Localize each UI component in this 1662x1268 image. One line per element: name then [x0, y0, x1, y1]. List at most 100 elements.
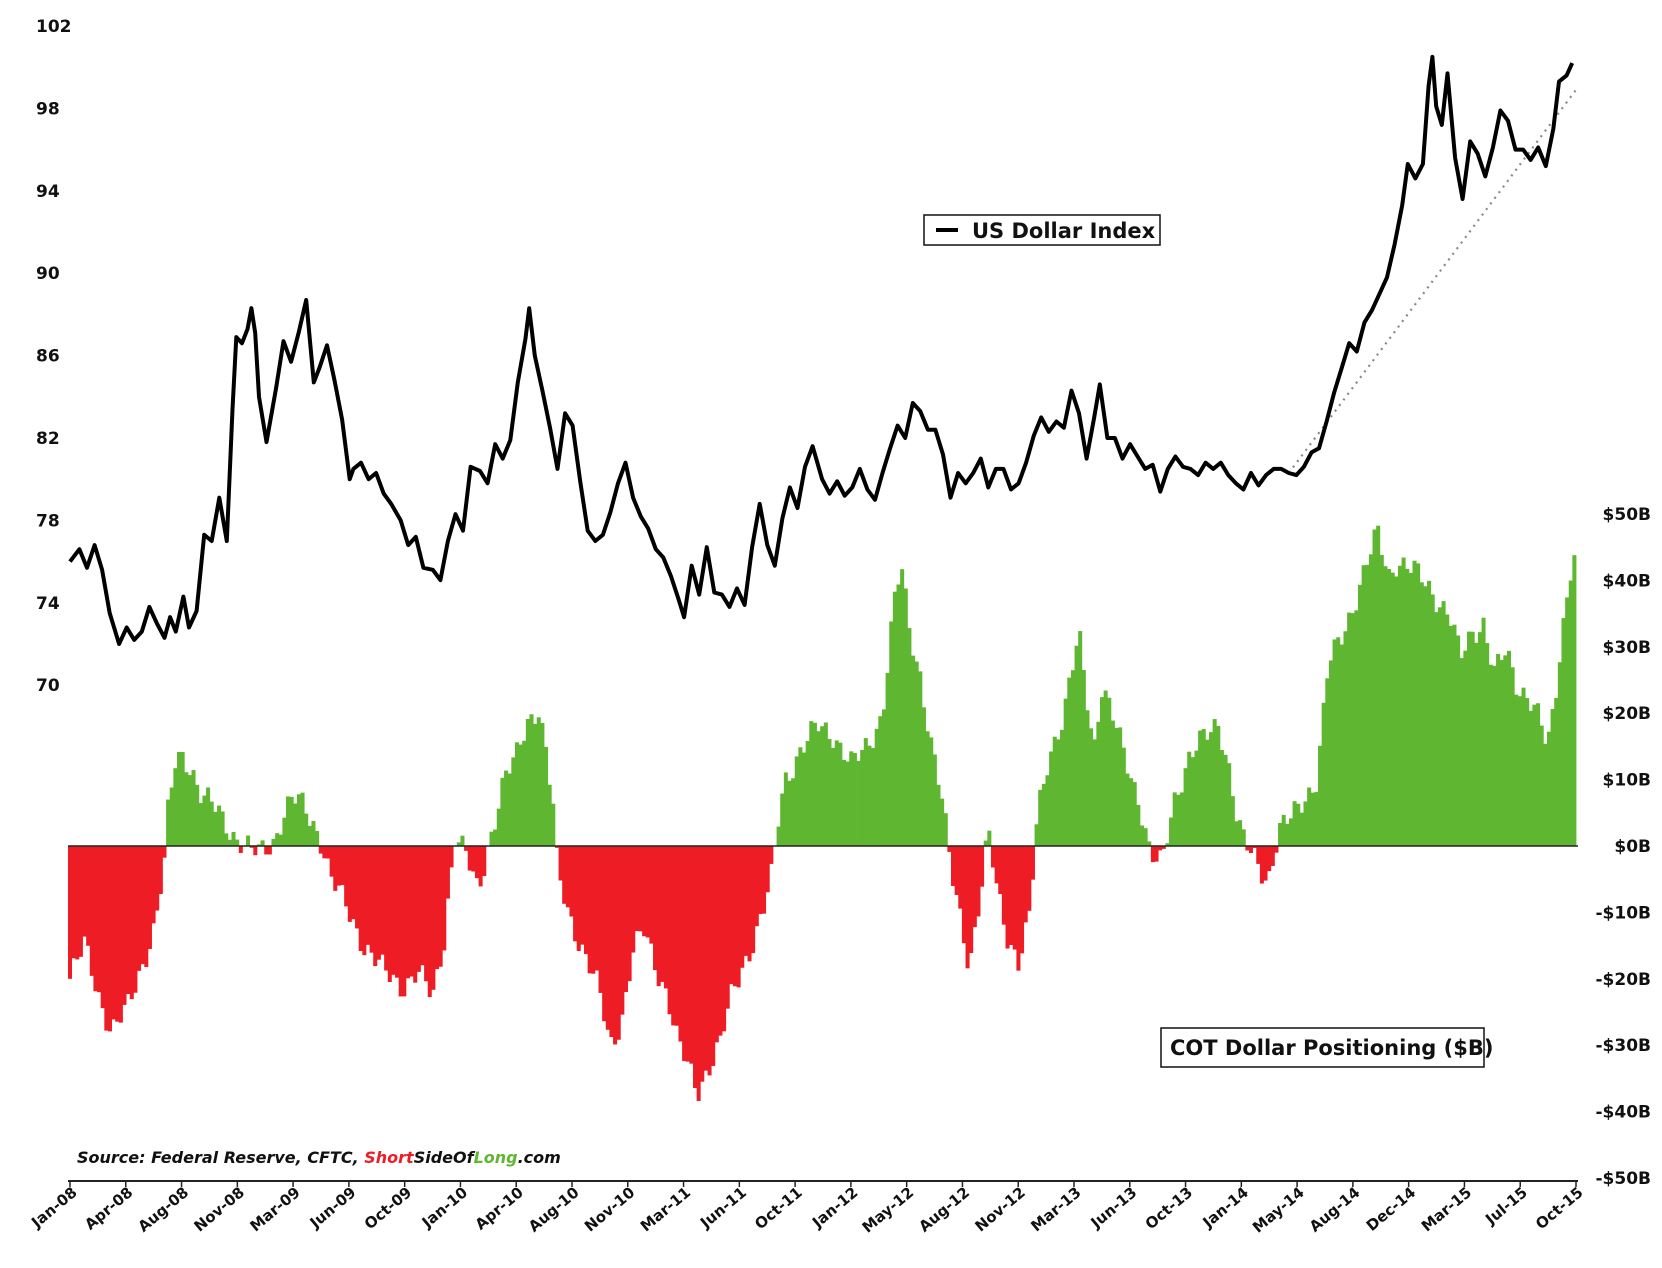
- cot-bar: [1241, 829, 1246, 846]
- cot-bar: [1496, 654, 1501, 846]
- cot-bar: [1539, 725, 1544, 846]
- cot-bar: [1328, 660, 1333, 846]
- cot-bar: [1118, 727, 1123, 846]
- x-tick-label: Mar-13: [1027, 1183, 1084, 1235]
- x-tick-label: Apr-10: [472, 1183, 527, 1233]
- cot-bar: [195, 784, 200, 846]
- source-note: Source: Federal Reserve, CFTC, ShortSide…: [77, 1148, 561, 1167]
- cot-bar: [1554, 697, 1559, 846]
- cot-bar: [1172, 792, 1177, 846]
- cot-bar: [540, 722, 545, 846]
- cot-bar: [474, 846, 479, 879]
- cot-bar: [1546, 731, 1551, 846]
- x-tick-label: Oct-15: [1532, 1183, 1586, 1233]
- cot-bar: [478, 846, 483, 887]
- cot-bar: [620, 846, 625, 1015]
- cot-bar: [751, 846, 756, 954]
- cot-bar: [634, 846, 639, 932]
- left-axis-ticks: 102 98 94 90 86 82 78 74 70: [36, 17, 72, 696]
- cot-bar: [126, 846, 131, 994]
- cot-bar: [213, 811, 218, 846]
- x-tick-label: Jun-09: [306, 1183, 360, 1232]
- x-tick-label: Dec-14: [1363, 1183, 1419, 1234]
- cot-bar: [1209, 732, 1214, 846]
- cot-bar: [1281, 814, 1286, 846]
- cot-bar: [362, 846, 367, 956]
- cot-bar: [347, 846, 352, 922]
- cot-bar: [609, 846, 614, 1038]
- cot-bar: [151, 846, 156, 924]
- cot-bar: [1248, 846, 1253, 854]
- cot-bar: [569, 846, 574, 917]
- cot-bar: [329, 846, 334, 877]
- cot-bar: [711, 846, 716, 1066]
- cot-bar: [536, 717, 541, 846]
- cot-bar: [794, 756, 799, 846]
- cot-bar: [1027, 846, 1032, 911]
- x-tick-label: May-14: [1249, 1183, 1308, 1236]
- cot-bar: [355, 846, 360, 929]
- cot-bar: [1561, 618, 1566, 846]
- cot-bar: [89, 846, 94, 976]
- cot-bar: [689, 846, 694, 1064]
- cot-bar: [1009, 846, 1014, 945]
- cot-bar: [1099, 697, 1105, 846]
- cot-bar: [1536, 703, 1541, 846]
- cot-bar: [1397, 565, 1402, 846]
- cot-bar: [1096, 721, 1101, 846]
- cot-bar: [1347, 612, 1352, 846]
- cot-bar: [1452, 624, 1457, 846]
- cot-bar: [1288, 818, 1293, 846]
- cot-bar: [758, 846, 763, 914]
- cot-bar: [1325, 678, 1330, 846]
- cot-bar: [769, 846, 774, 864]
- x-tick-label: Jan-10: [418, 1183, 471, 1232]
- cot-bar: [198, 803, 203, 846]
- cot-bar: [1136, 804, 1141, 846]
- cot-bar: [1139, 825, 1144, 846]
- cot-bar: [1481, 617, 1486, 846]
- cot-bar: [1121, 747, 1126, 846]
- cot-bar: [296, 794, 301, 846]
- cot-bar: [420, 846, 425, 966]
- y-left-tick-label: 70: [36, 676, 60, 696]
- cot-bar: [700, 846, 705, 1082]
- cot-bar: [511, 757, 516, 846]
- cot-bar: [380, 846, 385, 955]
- cot-bar: [227, 839, 232, 846]
- cot-bar: [1506, 650, 1512, 846]
- cot-bar: [1314, 792, 1319, 846]
- cot-bar: [97, 846, 102, 993]
- cot-bar: [972, 846, 977, 928]
- x-tick-label: May-12: [859, 1183, 918, 1236]
- x-tick-label: Oct-09: [361, 1183, 415, 1233]
- cot-bar: [663, 846, 668, 989]
- y-right-tick-label: $30B: [1603, 638, 1651, 658]
- cot-bar: [416, 846, 421, 972]
- cot-bar: [1387, 568, 1392, 846]
- cot-bar: [300, 792, 305, 846]
- cot-bar: [718, 846, 723, 1036]
- y-right-tick-label: $10B: [1603, 771, 1651, 791]
- cot-bar: [118, 846, 123, 1023]
- cot-bar: [282, 817, 287, 846]
- cot-bar: [682, 846, 687, 1062]
- cot-bar: [1463, 650, 1468, 846]
- cot-bar: [583, 846, 589, 955]
- cot-bar: [958, 846, 963, 909]
- cot-bar: [653, 846, 658, 971]
- x-tick-label: Jan-12: [808, 1183, 861, 1232]
- cot-bar: [1339, 644, 1344, 846]
- cot-bar: [954, 846, 959, 895]
- cot-bar: [115, 846, 120, 1022]
- cot-bar: [1572, 555, 1577, 846]
- y-right-tick-label: $40B: [1603, 571, 1651, 591]
- cot-bar: [166, 799, 171, 846]
- cot-bar: [732, 846, 737, 987]
- cot-bar: [936, 784, 941, 846]
- cot-bar: [932, 754, 937, 846]
- cot-bar: [1154, 846, 1159, 862]
- cot-bar: [660, 846, 665, 982]
- cot-bar: [1270, 846, 1275, 866]
- cot-bar: [1216, 725, 1221, 846]
